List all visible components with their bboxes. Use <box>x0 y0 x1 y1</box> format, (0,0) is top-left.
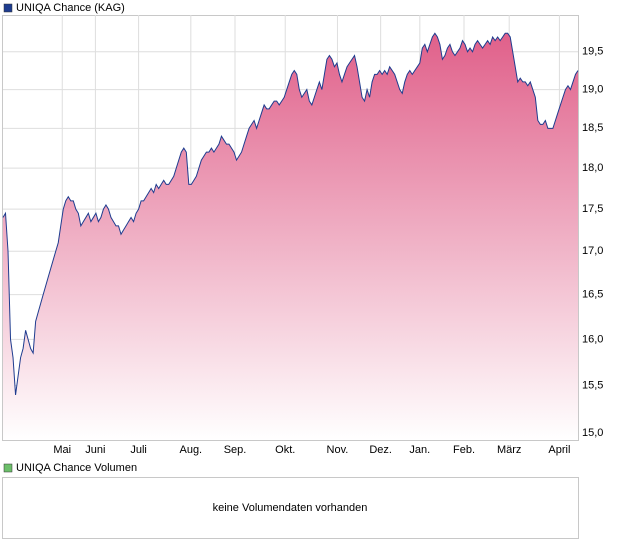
annotation: keine Volumendaten vorhanden <box>213 502 368 514</box>
x-tick-label: Jan. <box>409 444 430 456</box>
x-tick-label: Mai <box>53 444 71 456</box>
y-tick-label: 17,0 <box>582 245 603 257</box>
y-tick-label: 15,0 <box>582 427 603 439</box>
legend-swatch <box>3 3 13 13</box>
price-line <box>2 32 579 396</box>
x-tick-label: Aug. <box>179 444 202 456</box>
legend-label: UNIQA Chance Volumen <box>16 462 137 474</box>
y-tick-label: 16,5 <box>582 289 603 301</box>
area-fill <box>3 33 578 440</box>
x-tick-label: Feb. <box>453 444 475 456</box>
x-tick-label: Juli <box>130 444 147 456</box>
y-tick-label: 19,0 <box>582 83 603 95</box>
y-tick-label: 15,5 <box>582 379 603 391</box>
y-tick-label: 17,5 <box>582 203 603 215</box>
x-tick-label: Okt. <box>275 444 295 456</box>
y-tick-label: 18,0 <box>582 162 603 174</box>
legend-label: UNIQA Chance (KAG) <box>16 2 125 14</box>
y-tick-label: 19,5 <box>582 46 603 58</box>
y-tick-label: 16,0 <box>582 333 603 345</box>
x-tick-label: Dez. <box>369 444 392 456</box>
legend-swatch <box>3 463 13 473</box>
x-tick-label: März <box>497 444 521 456</box>
volume-frame <box>2 477 579 539</box>
y-tick-label: 18,5 <box>582 122 603 134</box>
plot-frame <box>2 15 579 441</box>
x-tick-label: April <box>548 444 570 456</box>
x-tick-label: Sep. <box>224 444 247 456</box>
x-tick-label: Juni <box>85 444 105 456</box>
x-tick-label: Nov. <box>327 444 349 456</box>
